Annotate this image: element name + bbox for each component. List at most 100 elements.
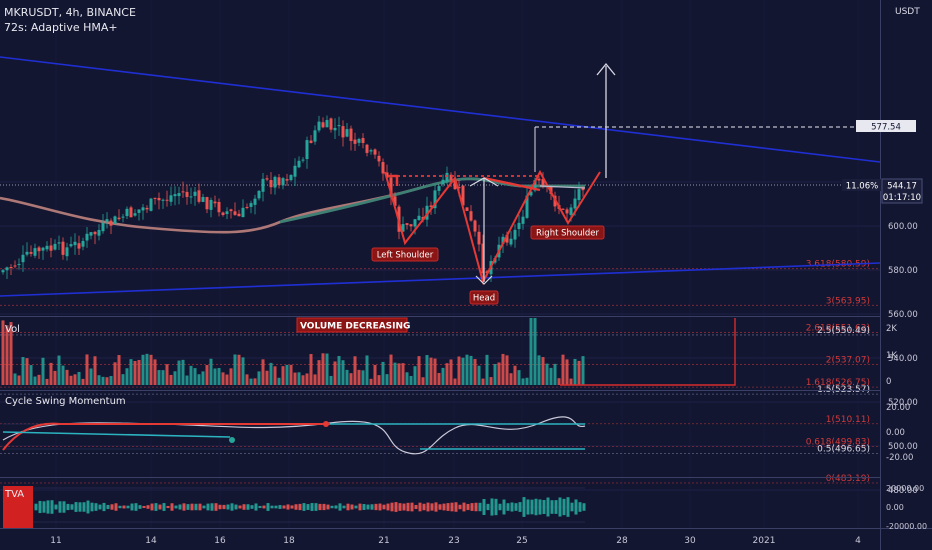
volume-bar — [29, 365, 33, 385]
fib-level-label: 2(537.07) — [826, 355, 870, 365]
volume-bar — [441, 367, 445, 385]
tva-bar — [294, 504, 298, 510]
volume-bar — [309, 354, 313, 385]
candle-body — [329, 118, 333, 130]
volume-bar — [285, 364, 289, 385]
tva-bar — [106, 504, 110, 510]
volume-bar — [529, 318, 533, 385]
candle-body — [261, 178, 265, 192]
candle-body — [189, 196, 193, 198]
indicator-title[interactable]: 72s: Adaptive HMA+ — [4, 21, 118, 34]
pattern-zigzag[interactable] — [384, 169, 601, 285]
candle-body — [277, 177, 281, 186]
symbol-title[interactable]: MKRUSDT, 4h, BINANCE — [4, 6, 136, 19]
candle-body — [521, 216, 525, 224]
volume-bar — [241, 357, 245, 385]
tva-bar — [270, 505, 274, 509]
upper-trendline[interactable] — [0, 56, 881, 163]
tva-bar — [114, 503, 118, 511]
volume-bar — [373, 364, 377, 385]
tva-bar — [566, 497, 570, 517]
tva-bar — [66, 503, 70, 511]
tva-bar — [546, 497, 550, 517]
tva-bar — [234, 504, 238, 510]
tva-bar — [478, 502, 482, 512]
lower-trendline[interactable] — [0, 262, 881, 297]
volume-bar — [145, 353, 149, 385]
volume-bar — [561, 354, 565, 385]
trendlines[interactable] — [0, 56, 881, 297]
volume-bar — [537, 355, 541, 385]
volume-annotation-box[interactable] — [296, 317, 408, 333]
volume-axis-tick: 2K — [886, 324, 897, 334]
tva-bar — [522, 497, 526, 517]
tva-bar — [510, 502, 514, 512]
volume-bar — [57, 355, 61, 385]
tva-bar — [542, 499, 546, 515]
tva-axis-tick: 0.00 — [886, 503, 904, 512]
target-price-badge[interactable]: 577.54 — [856, 120, 916, 133]
tva-bar — [54, 504, 58, 510]
tva-bar — [34, 503, 38, 511]
volume-bar — [517, 370, 521, 385]
time-axis-tick: 16 — [214, 536, 226, 546]
tva-bar — [50, 500, 54, 514]
tva-axis-tick: -20000.00 — [886, 522, 927, 531]
candle-body — [369, 150, 373, 152]
volume-bar — [69, 375, 73, 385]
tva-bar — [146, 505, 150, 509]
volume-bar — [469, 355, 473, 385]
candle-body — [345, 129, 349, 137]
volume-annotation-text: VOLUME DECREASING — [300, 322, 410, 332]
volume-bar — [129, 359, 133, 385]
volume-bar — [9, 322, 13, 385]
fibonacci-extension[interactable]: 3.618(580.59)3(563.95)2.618(551.62)2.5(5… — [0, 184, 880, 484]
tva-bar — [310, 503, 314, 511]
volume-bar — [365, 355, 369, 385]
tva-bar — [262, 505, 266, 509]
volume-bar — [341, 360, 345, 385]
candle-body — [117, 217, 121, 220]
neckline[interactable] — [483, 176, 541, 192]
volume-bar — [325, 353, 329, 385]
candle-body — [333, 127, 337, 131]
volume-bar — [101, 376, 105, 385]
tva-bar — [154, 503, 158, 511]
tva-bar — [366, 504, 370, 510]
volume-bar — [381, 361, 385, 385]
candle-body — [269, 180, 273, 188]
volume-bar — [185, 375, 189, 385]
candle-body — [53, 243, 57, 250]
candle-body — [173, 194, 177, 197]
tva-bar — [386, 503, 390, 511]
volume-bar — [265, 370, 269, 385]
tva-bar — [134, 503, 138, 511]
candle-body — [141, 207, 145, 211]
tva-bar — [410, 502, 414, 512]
volume-bar — [41, 357, 45, 385]
volume-bar — [449, 359, 453, 385]
tva-bar — [554, 500, 558, 514]
volume-axis-tick: 0 — [886, 377, 891, 387]
candle-body — [561, 208, 565, 210]
time-axis-tick: 2021 — [753, 536, 776, 546]
tva-bar — [482, 498, 486, 516]
tva-bar — [570, 502, 574, 512]
momentum-lower-band — [2, 423, 585, 450]
volume-bar — [257, 371, 261, 385]
candle-body — [349, 128, 353, 141]
head-and-shoulders-pattern[interactable] — [384, 62, 880, 285]
tva-bar — [78, 502, 82, 512]
tva-bar — [422, 503, 426, 511]
price-axis-tick: 540.00 — [888, 354, 918, 364]
tva-bar — [90, 502, 94, 512]
change-text: 11.06% — [846, 182, 878, 192]
change-badge[interactable]: 11.06% — [842, 179, 882, 192]
volume-bar — [85, 354, 89, 385]
volume-bar — [577, 360, 581, 385]
fib-level-label: 3(563.95) — [826, 296, 870, 306]
candle-body — [441, 179, 445, 185]
left-shoulder-label-badge — [371, 247, 439, 262]
